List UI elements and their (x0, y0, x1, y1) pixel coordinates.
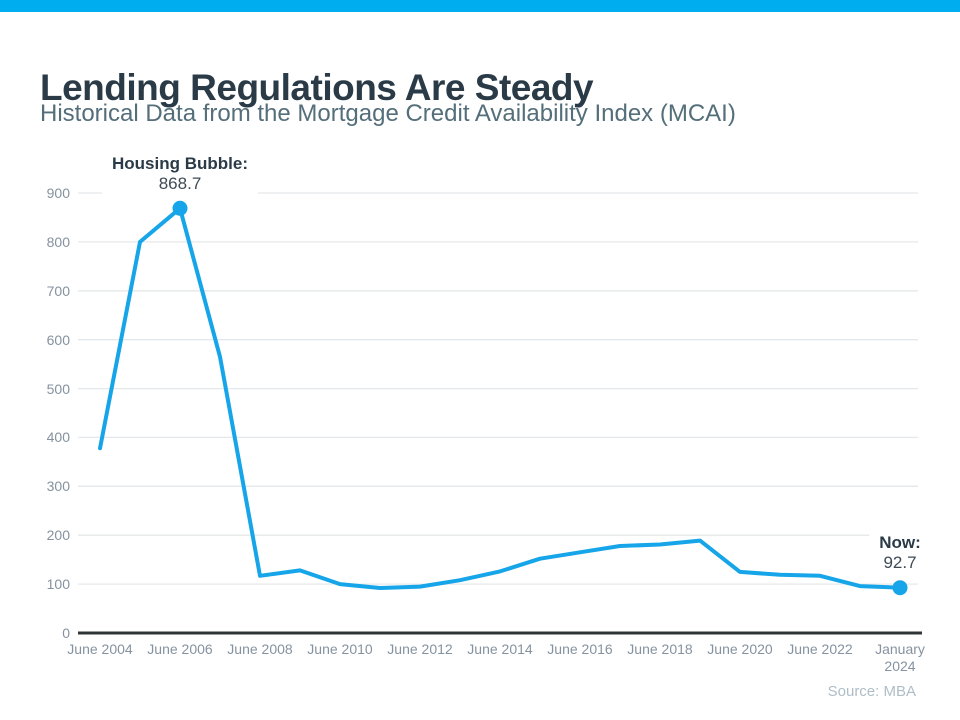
x-axis-tick-label: June 2016 (547, 641, 613, 657)
x-axis-tick-label: June 2020 (707, 641, 773, 657)
y-axis-tick-label: 300 (46, 478, 70, 494)
x-axis-tick-label: January 2024 (875, 641, 925, 674)
y-axis-tick-label: 500 (46, 381, 70, 397)
chart-annotation: Now: 92.7 (869, 531, 931, 576)
mcai-line (98, 206, 902, 590)
x-axis-tick-label: June 2006 (147, 641, 213, 657)
accent-top-bar (0, 0, 960, 12)
annotation-value: 868.7 (158, 174, 202, 193)
y-axis-tick-label: 0 (62, 625, 70, 641)
y-axis-tick-label: 700 (46, 283, 70, 299)
chart-annotation: Housing Bubble: 868.7 (102, 152, 258, 197)
x-axis-tick-label: June 2012 (387, 641, 453, 657)
annotation-label: Now: (879, 533, 921, 552)
y-axis-tick-label: 200 (46, 527, 70, 543)
x-axis-tick-label: June 2018 (627, 641, 693, 657)
x-axis-tick-label: June 2008 (227, 641, 293, 657)
x-axis-tick-label: June 2010 (307, 641, 373, 657)
y-axis-tick-label: 400 (46, 429, 70, 445)
x-axis-tick-label: June 2022 (787, 641, 853, 657)
y-axis-tick-label: 600 (46, 332, 70, 348)
source-note: Source: MBA (827, 683, 916, 700)
y-axis-tick-label: 100 (46, 576, 70, 592)
page-subtitle: Historical Data from the Mortgage Credit… (40, 100, 736, 127)
data-point-marker (172, 200, 188, 216)
x-axis-tick-label: June 2014 (467, 641, 533, 657)
y-axis-tick-label: 900 (46, 185, 70, 201)
annotation-value: 92.7 (883, 553, 917, 572)
data-point-marker (892, 580, 908, 596)
page-title: Lending Regulations Are Steady (40, 66, 594, 108)
annotation-label: Housing Bubble: (112, 154, 248, 173)
x-axis-tick-label: June 2004 (67, 641, 133, 657)
y-axis-tick-label: 800 (46, 234, 70, 250)
